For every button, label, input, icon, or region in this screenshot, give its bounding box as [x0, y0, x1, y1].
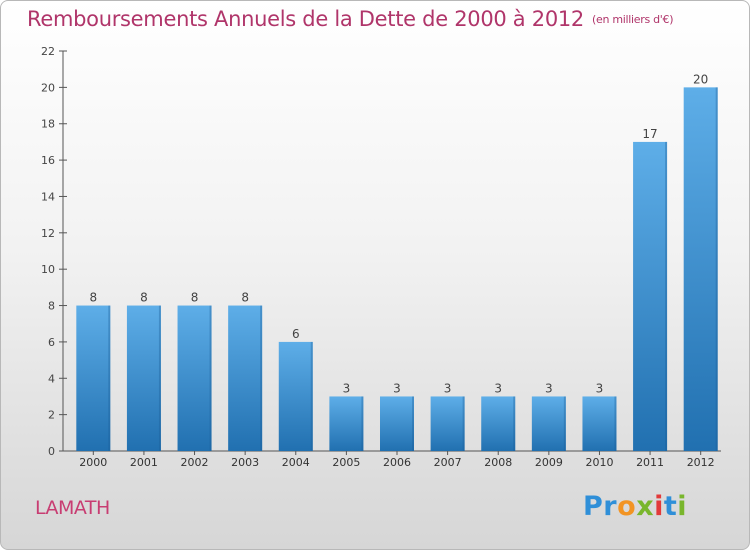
x-tick-label: 2006 [383, 456, 411, 469]
y-tick-label: 16 [41, 154, 55, 167]
labels: 2000 8 2001 8 2002 8 2003 8 2004 6 2005 3 2006 3 2007 3… [79, 72, 714, 469]
x-tick-label: 2005 [332, 456, 360, 469]
logo-letter: r [603, 491, 618, 522]
bar-edge [462, 396, 465, 451]
bars [76, 87, 718, 451]
logo-letter: i [654, 491, 664, 522]
bar [177, 305, 212, 451]
bar-edge [665, 141, 668, 451]
bar-edge [715, 87, 718, 451]
bar-edge [310, 341, 313, 451]
bar [76, 305, 111, 451]
bar [430, 396, 465, 451]
data-label: 8 [241, 291, 249, 305]
logo-letter: P [583, 491, 604, 522]
proxiti-logo: Proxiti [583, 491, 687, 522]
data-label: 17 [642, 127, 657, 141]
x-tick-label: 2010 [585, 456, 613, 469]
bar-edge [563, 396, 566, 451]
x-tick-label: 2007 [434, 456, 462, 469]
logo-letter: o [617, 491, 637, 522]
bar [380, 396, 414, 451]
bar [582, 396, 617, 451]
y-tick-label: 0 [48, 445, 55, 458]
bar-edge [361, 396, 364, 451]
bar-edge [158, 305, 161, 451]
logo-letter: x [636, 491, 655, 522]
y-tick-label: 8 [48, 300, 55, 313]
y-tick-label: 14 [41, 190, 55, 203]
data-label: 3 [393, 381, 401, 395]
bar [228, 305, 263, 451]
bar [329, 396, 364, 451]
chart-title: Remboursements Annuels de la Dette de 20… [27, 7, 673, 31]
logo-letter: t [663, 491, 678, 522]
data-label: 8 [140, 291, 148, 305]
x-tick-label: 2000 [79, 456, 107, 469]
commune-name: LAMATH [35, 497, 110, 519]
data-label: 3 [545, 381, 553, 395]
chart-subtitle: (en milliers d'€) [592, 13, 674, 26]
y-tick-label: 2 [48, 409, 55, 422]
y-tick-label: 12 [41, 227, 55, 240]
logo-letter: i [677, 491, 688, 522]
x-tick-label: 2012 [687, 456, 715, 469]
x-tick-label: 2011 [636, 456, 664, 469]
bar-edge [412, 396, 414, 451]
data-label: 3 [494, 381, 502, 395]
data-label: 3 [343, 381, 351, 395]
x-tick-label: 2004 [282, 456, 310, 469]
y-tick-label: 6 [48, 336, 55, 349]
data-label: 3 [444, 381, 452, 395]
bar [683, 87, 718, 451]
data-label: 20 [693, 72, 708, 86]
bar [531, 396, 566, 451]
bar-edge [260, 305, 263, 451]
x-tick-label: 2002 [181, 456, 209, 469]
bar-edge [614, 396, 617, 451]
bar-edge [108, 305, 111, 451]
y-tick-label: 10 [41, 263, 55, 276]
data-label: 8 [89, 291, 97, 305]
data-label: 6 [292, 327, 300, 341]
y-tick-label: 4 [48, 372, 55, 385]
bar [278, 341, 313, 451]
bar [481, 396, 516, 451]
bar-edge [209, 305, 212, 451]
chart-title-text: Remboursements Annuels de la Dette de 20… [27, 7, 584, 31]
data-label: 8 [191, 291, 199, 305]
x-tick-label: 2009 [535, 456, 563, 469]
y-tick-label: 22 [41, 45, 55, 58]
y-tick-label: 20 [41, 81, 55, 94]
x-tick-label: 2003 [231, 456, 259, 469]
x-tick-label: 2001 [130, 456, 158, 469]
y-tick-label: 18 [41, 118, 55, 131]
bar [633, 141, 668, 451]
bar [126, 305, 161, 451]
bar-edge [513, 396, 516, 451]
data-label: 3 [596, 381, 604, 395]
x-tick-label: 2008 [484, 456, 512, 469]
